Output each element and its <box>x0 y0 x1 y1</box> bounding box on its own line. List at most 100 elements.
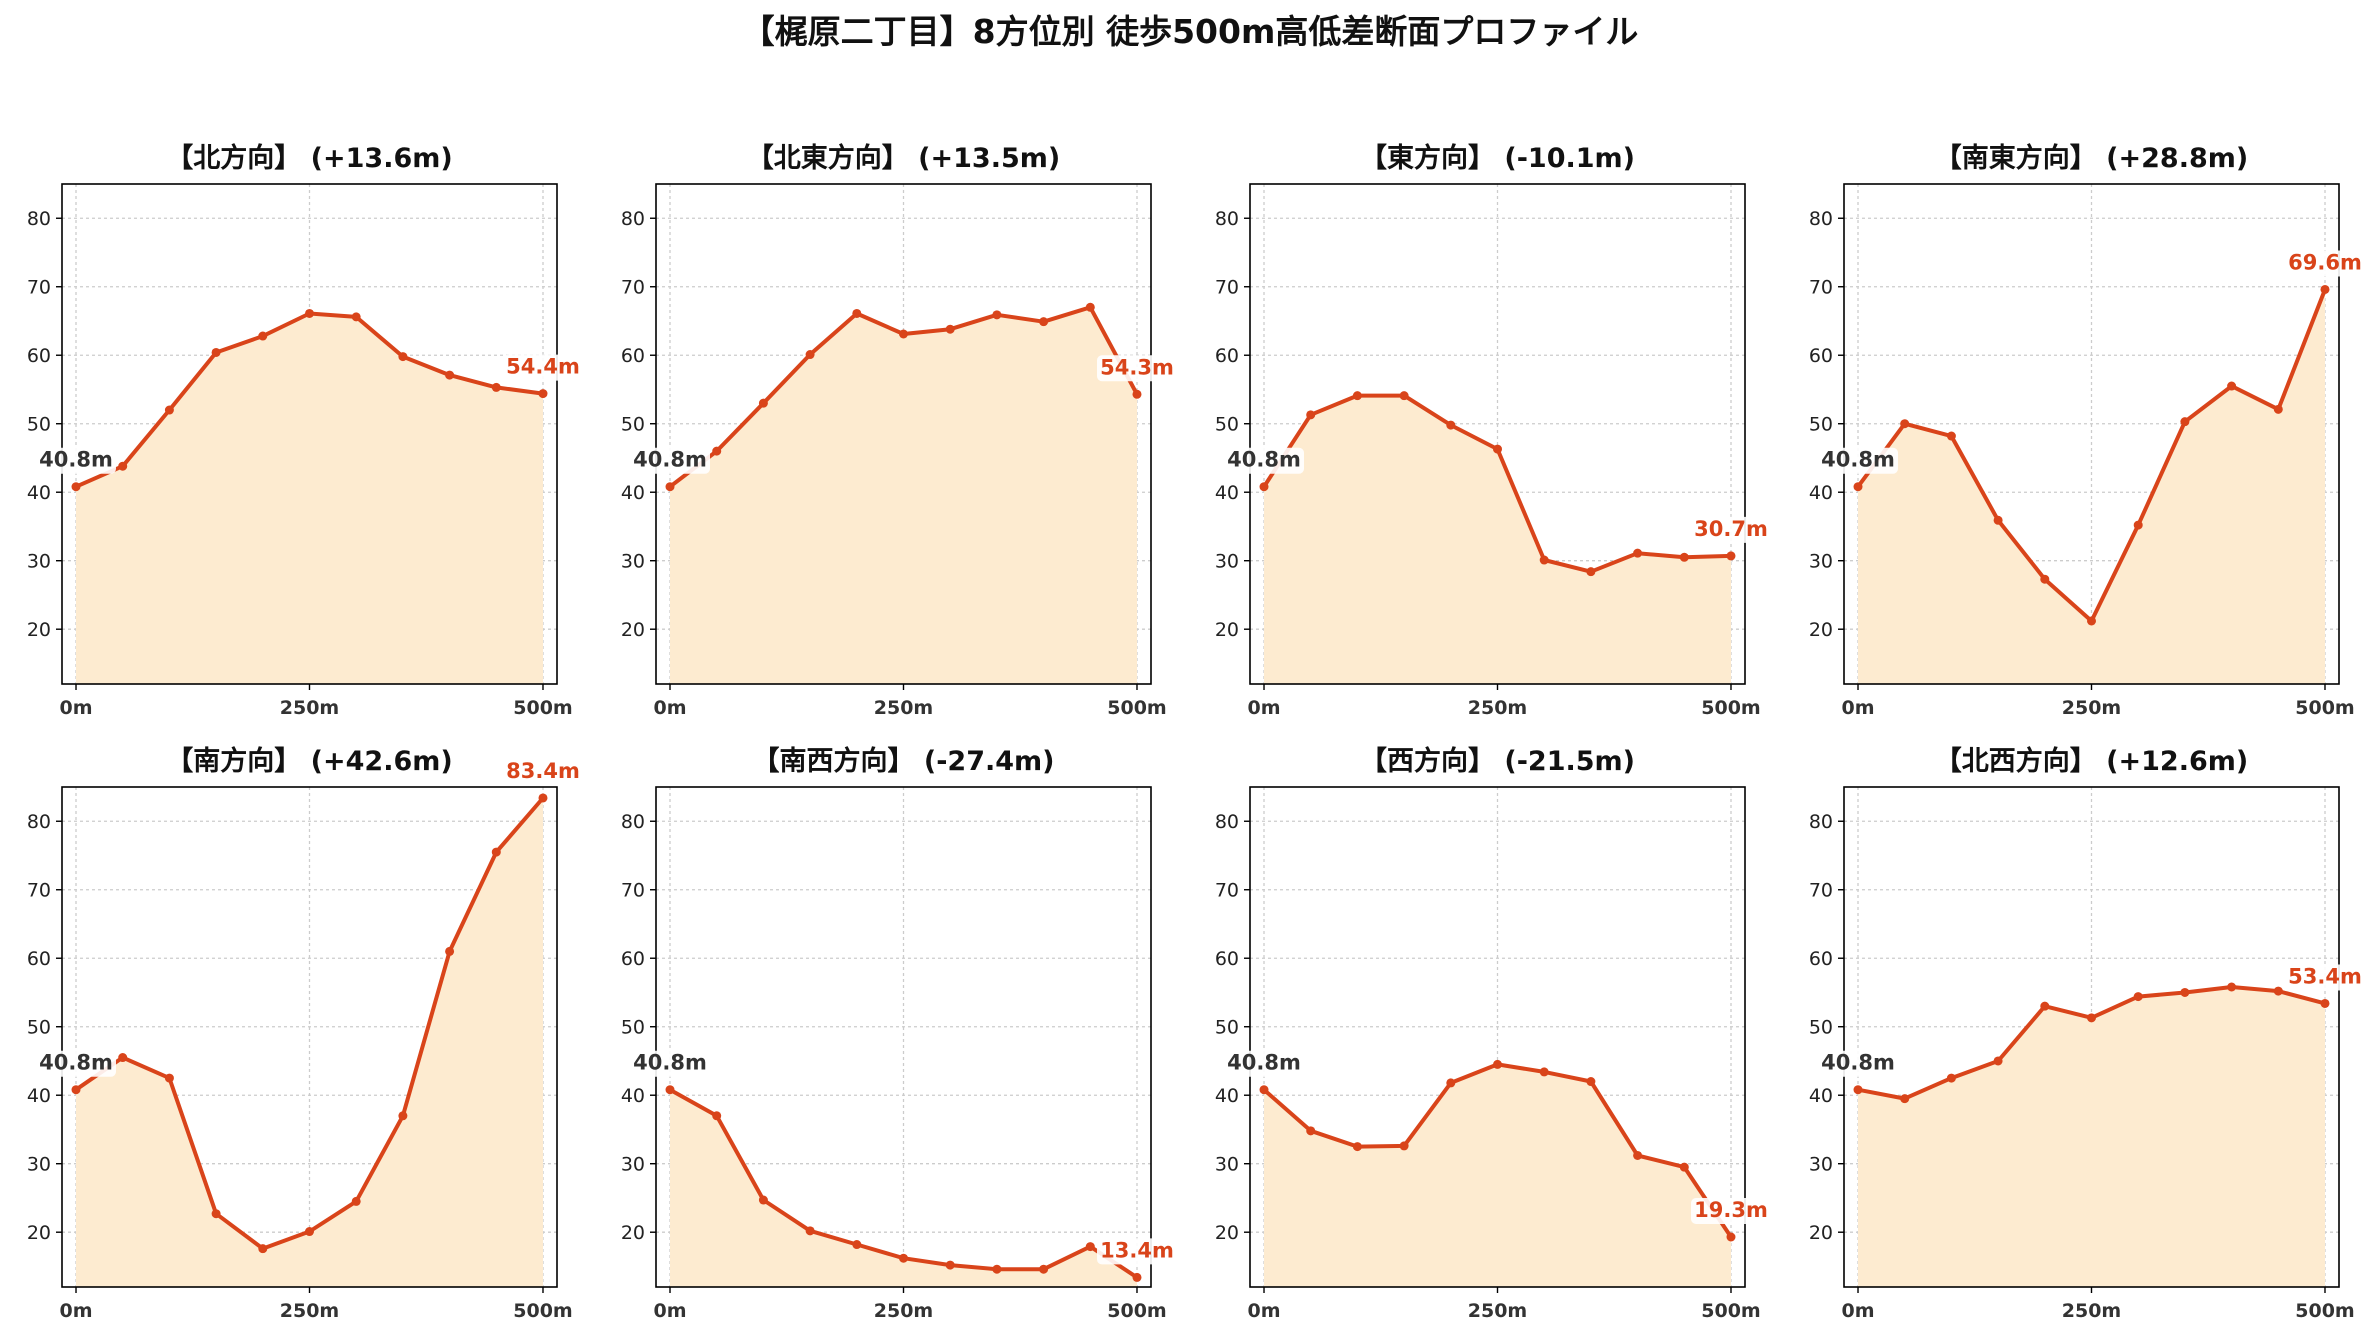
x-tick-label: 250m <box>874 1300 933 1322</box>
x-tick-label: 500m <box>2295 1300 2354 1322</box>
y-tick-label: 70 <box>1809 277 1833 299</box>
start-label-box <box>1224 447 1305 474</box>
y-tick-label: 70 <box>621 880 645 902</box>
data-point <box>1679 1162 1689 1172</box>
profile-panel: 【北西方向】 (+12.6m) 20 30 40 50 60 70 80 0m 250m 500m 4… <box>1809 745 2365 1322</box>
figure-title: 【梶原二丁目】8方位別 徒歩500m高低差断面プロファイル <box>742 12 1639 51</box>
profile-panel: 【南方向】 (+42.6m) 20 30 40 50 60 70 80 0m 250m 500m 40… <box>27 745 583 1322</box>
panel-title: 【南西方向】 (-27.4m) <box>752 745 1054 777</box>
start-elevation-label: 40.8m <box>39 448 113 472</box>
data-point <box>805 350 815 360</box>
end-elevation-label: 19.3m <box>1694 1198 1768 1222</box>
data-point <box>118 1053 128 1063</box>
data-point <box>2133 992 2143 1002</box>
elevation-area <box>1264 1064 1731 1287</box>
y-tick-label: 60 <box>1215 948 1239 970</box>
x-tick-label: 0m <box>59 697 92 719</box>
data-point <box>2087 616 2096 626</box>
end-label-box <box>1096 1238 1177 1265</box>
y-tick-label: 50 <box>1809 1017 1833 1039</box>
panel-title: 【東方向】 (-10.1m) <box>1360 142 1635 174</box>
profile-panel: 【西方向】 (-21.5m) 20 30 40 50 60 70 80 0m 250m 500m 40… <box>1215 745 1771 1322</box>
start-label-box <box>36 447 117 474</box>
y-tick-label: 30 <box>27 551 51 573</box>
data-point <box>1493 1059 1502 1069</box>
data-point <box>712 446 722 456</box>
data-point <box>1132 389 1142 399</box>
elevation-area <box>670 1089 1137 1287</box>
x-tick-label: 0m <box>59 1300 92 1322</box>
end-label-box <box>502 758 583 785</box>
elevation-area <box>76 798 543 1287</box>
data-point <box>1446 1078 1456 1088</box>
data-point <box>2087 1013 2096 1023</box>
end-elevation-label: 53.4m <box>2288 964 2362 988</box>
data-point <box>445 946 455 956</box>
panel-title: 【西方向】 (-21.5m) <box>1360 745 1635 777</box>
data-point <box>164 405 174 415</box>
x-tick-label: 250m <box>874 697 933 719</box>
data-point <box>1539 555 1549 565</box>
data-point <box>305 308 314 318</box>
data-point <box>2320 284 2330 294</box>
y-tick-label: 30 <box>1215 1154 1239 1176</box>
start-label-box <box>630 447 711 474</box>
elevation-area <box>76 313 543 684</box>
y-tick-label: 80 <box>1809 811 1833 833</box>
data-point <box>71 1085 81 1095</box>
data-point <box>351 1196 361 1206</box>
data-point <box>758 398 768 408</box>
panel-title: 【北東方向】 (+13.5m) <box>747 142 1060 174</box>
data-point <box>1586 1077 1596 1087</box>
start-elevation-label: 40.8m <box>633 1051 707 1075</box>
data-point <box>1633 548 1643 558</box>
start-elevation-label: 40.8m <box>39 1051 113 1075</box>
data-point <box>852 1240 862 1250</box>
data-point <box>1900 419 1910 429</box>
data-point <box>712 1111 722 1121</box>
y-tick-label: 30 <box>621 551 645 573</box>
data-point <box>2180 417 2190 427</box>
x-tick-label: 0m <box>1841 697 1874 719</box>
start-label-box <box>1818 1050 1899 1077</box>
data-point <box>1352 1142 1362 1152</box>
y-tick-label: 40 <box>621 1085 645 1107</box>
x-tick-label: 250m <box>2062 1300 2121 1322</box>
data-point <box>2273 986 2283 996</box>
y-tick-label: 40 <box>1809 482 1833 504</box>
data-point <box>491 382 501 392</box>
y-tick-label: 30 <box>27 1154 51 1176</box>
y-tick-label: 50 <box>27 414 51 436</box>
start-elevation-label: 40.8m <box>1821 1051 1895 1075</box>
x-tick-label: 250m <box>280 697 339 719</box>
start-label-box <box>1224 1050 1305 1077</box>
data-point <box>2273 404 2283 414</box>
data-point <box>398 1111 408 1121</box>
x-tick-label: 0m <box>653 697 686 719</box>
end-label-box <box>1096 355 1177 382</box>
data-point <box>1539 1067 1549 1077</box>
data-point <box>445 370 455 380</box>
y-tick-label: 50 <box>621 414 645 436</box>
y-tick-label: 50 <box>1215 414 1239 436</box>
y-tick-label: 50 <box>621 1017 645 1039</box>
y-tick-label: 70 <box>27 880 51 902</box>
y-tick-label: 30 <box>621 1154 645 1176</box>
data-point <box>992 310 1002 320</box>
data-point <box>1306 410 1316 420</box>
data-point <box>2180 987 2190 997</box>
data-point <box>1446 420 1456 430</box>
x-tick-label: 500m <box>1107 697 1166 719</box>
y-tick-label: 20 <box>27 619 51 641</box>
panel-title: 【北方向】 (+13.6m) <box>166 142 452 174</box>
data-point <box>665 1085 675 1095</box>
end-elevation-label: 30.7m <box>1694 517 1768 541</box>
data-point <box>1900 1094 1910 1104</box>
y-tick-label: 80 <box>27 811 51 833</box>
data-point <box>2040 574 2050 584</box>
data-point <box>1946 1073 1956 1083</box>
data-point <box>1679 552 1689 562</box>
data-point <box>2320 998 2330 1008</box>
x-tick-label: 500m <box>1701 697 1760 719</box>
